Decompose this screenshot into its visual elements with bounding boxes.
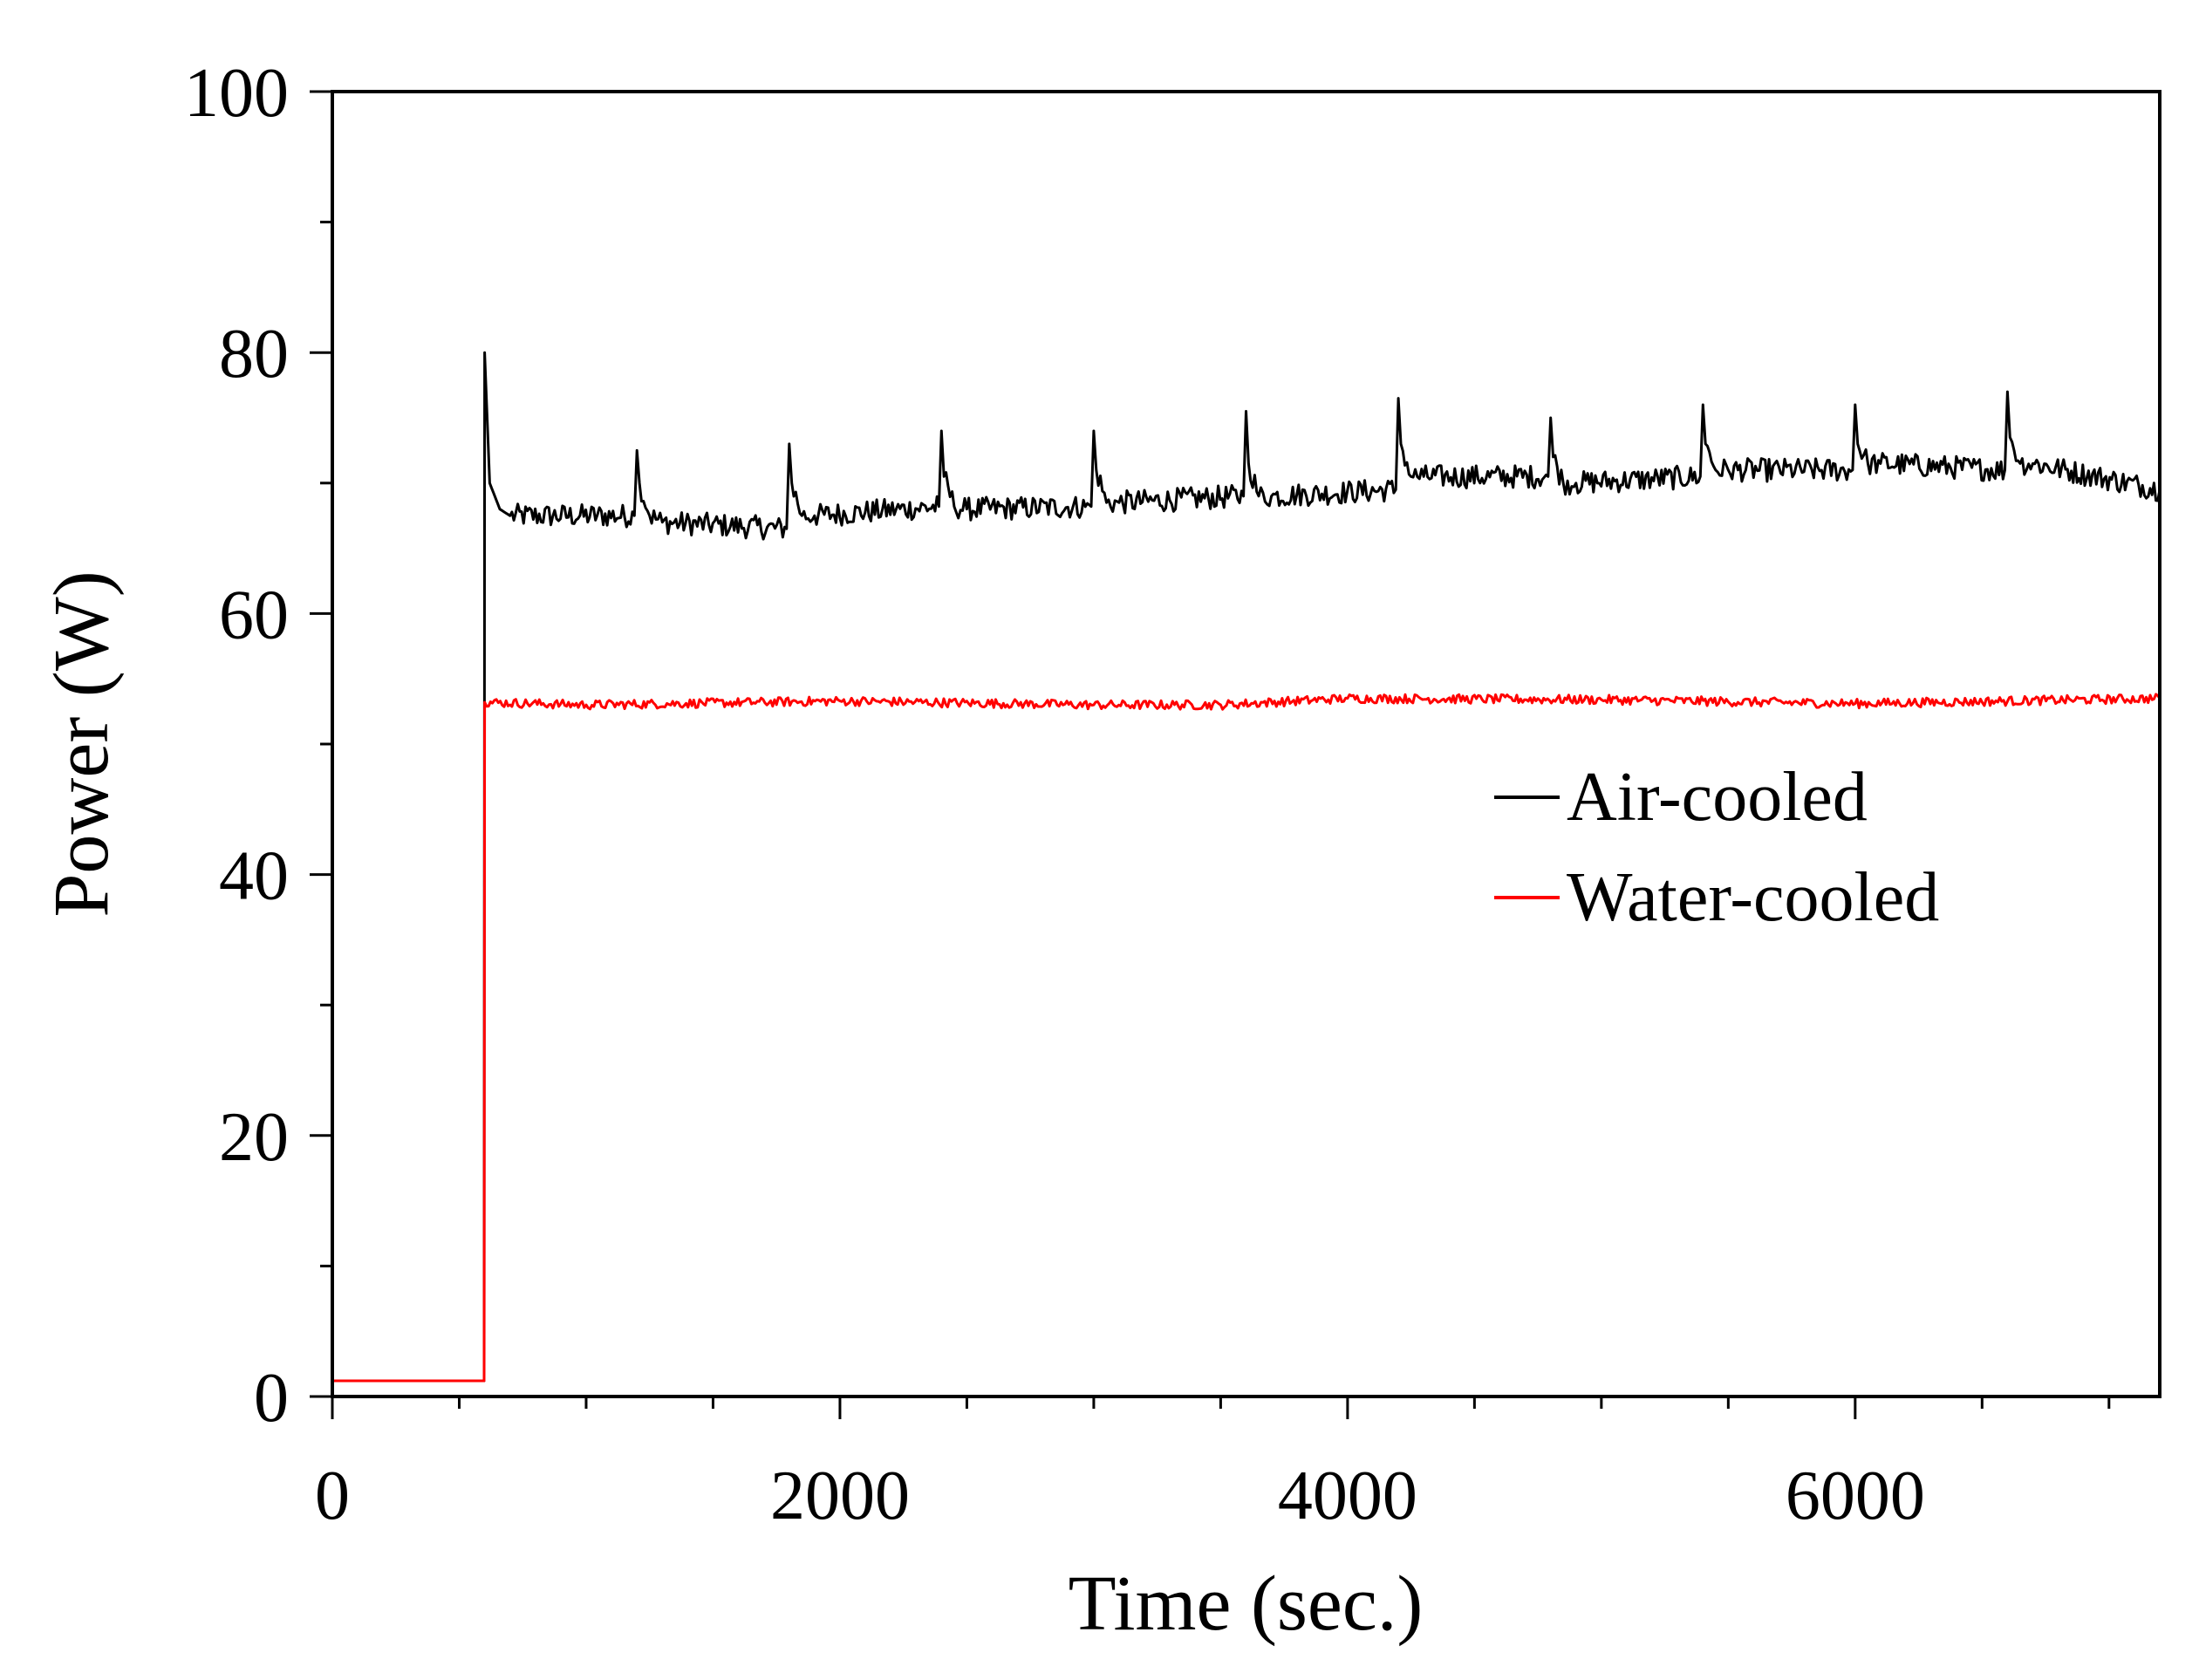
plot-frame <box>331 90 2161 1398</box>
labels-layer: 0 2000 4000 6000 0 20 40 60 80 100 <box>184 55 1925 1534</box>
y-tick-label-40: 40 <box>219 838 289 915</box>
y-tick-label-100: 100 <box>184 55 289 132</box>
x-tick-label-4000: 4000 <box>1278 1458 1417 1534</box>
x-tick-label-0: 0 <box>315 1458 350 1534</box>
legend-label-air-cooled: Air-cooled <box>1567 759 1868 836</box>
series-line-air-cooled <box>332 351 2161 1383</box>
ticks-layer <box>310 90 2111 1419</box>
series-line-water-cooled <box>332 693 2161 1383</box>
y-tick-label-80: 80 <box>219 316 289 393</box>
x-tick-label-2000: 2000 <box>770 1458 910 1534</box>
x-tick-label-6000: 6000 <box>1786 1458 1925 1534</box>
y-tick-label-60: 60 <box>219 577 289 653</box>
series-layer <box>332 351 2161 1383</box>
legend: Air-cooled Water-cooled <box>1494 759 1939 936</box>
legend-label-water-cooled: Water-cooled <box>1567 859 1939 936</box>
y-tick-label-0: 0 <box>254 1360 289 1437</box>
x-axis-label: Time (sec.) <box>1069 1560 1424 1647</box>
y-axis-label: Power (W) <box>38 570 125 917</box>
y-tick-label-20: 20 <box>219 1099 289 1176</box>
